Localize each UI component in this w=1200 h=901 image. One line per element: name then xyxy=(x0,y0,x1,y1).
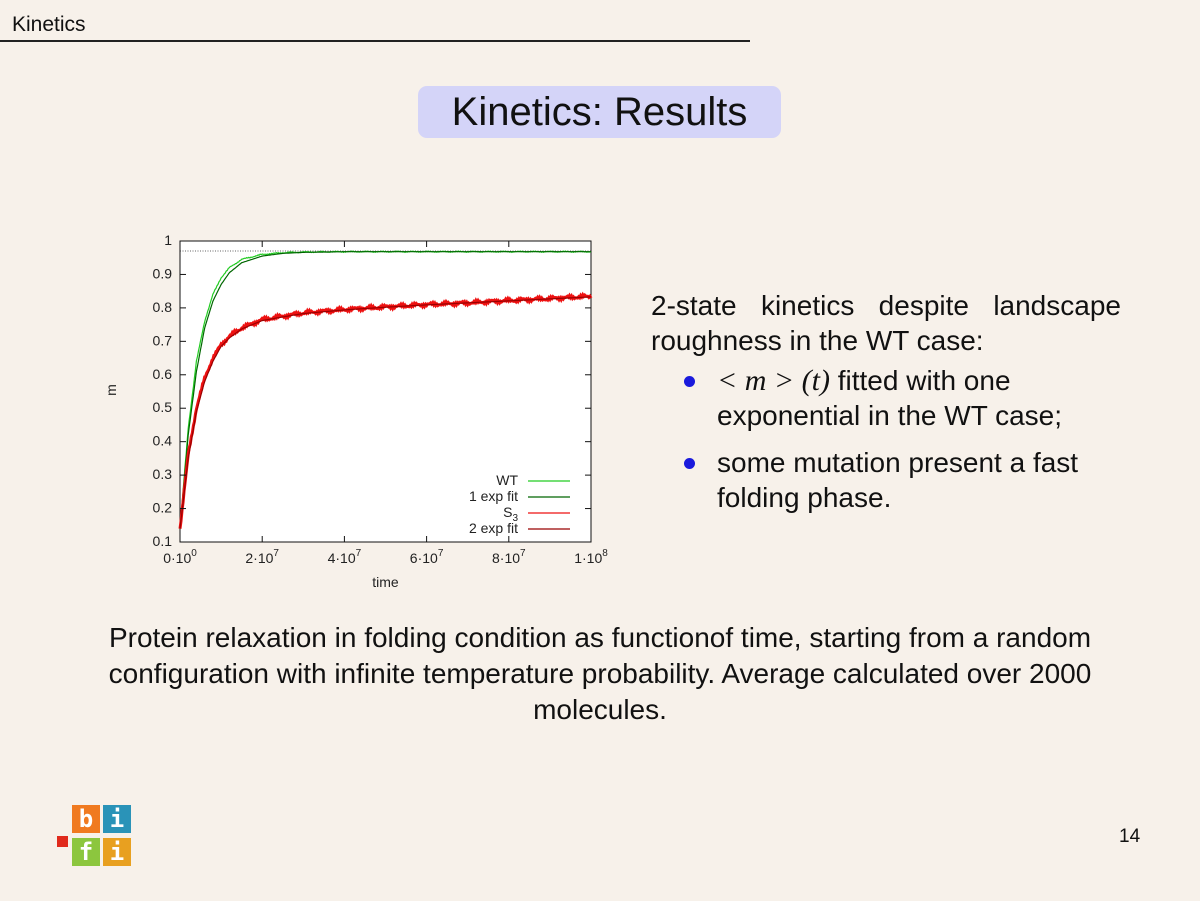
x-tick-label: 4·107 xyxy=(328,548,362,566)
intro-word: kinetics xyxy=(760,290,855,321)
x-tick-exponent: 8 xyxy=(602,548,608,559)
x-tick-mantissa: 0·10 xyxy=(163,550,191,566)
logo-tile: b xyxy=(72,805,100,833)
relaxation-chart: 0.10.20.30.40.50.60.70.80.910·100 2·107 4·… xyxy=(103,232,609,590)
y-tick-label: 0.1 xyxy=(153,533,173,549)
y-tick-label: 1 xyxy=(164,232,172,248)
math-expression: < m > (t) xyxy=(717,364,830,397)
x-tick-mantissa: 2·10 xyxy=(245,550,273,566)
y-tick-label: 0.3 xyxy=(153,466,173,482)
bullet-icon xyxy=(684,458,695,469)
logo-tile: i xyxy=(103,805,131,833)
page-number: 14 xyxy=(1119,826,1141,847)
slide-title: Kinetics: Results xyxy=(418,86,781,138)
header-bar: Kinetics xyxy=(0,0,750,42)
logo-accent-square xyxy=(57,836,68,847)
x-tick-label: 1·108 xyxy=(574,548,608,566)
x-axis-label: time xyxy=(372,574,399,590)
x-tick-label: 0·100 xyxy=(163,548,197,566)
intro-word: despite xyxy=(878,290,969,321)
legend-name: WT xyxy=(496,472,518,488)
y-tick-label: 0.9 xyxy=(153,265,173,281)
series-line-2 xyxy=(179,251,591,529)
x-tick-label: 8·107 xyxy=(492,548,526,566)
legend-name: 1 exp fit xyxy=(469,488,518,504)
y-tick-label: 0.2 xyxy=(153,500,173,516)
logo-tile: f xyxy=(72,838,100,866)
legend-label: 2 exp fit xyxy=(469,520,518,536)
bullet-item: < m > (t) fitted with one exponential in… xyxy=(684,363,1121,433)
y-tick-label: 0.4 xyxy=(153,433,173,449)
bullet-text: fitted with one exponential in the WT ca… xyxy=(717,365,1063,431)
intro-line-2: roughness in the WT case: xyxy=(651,325,984,356)
chart-series-group xyxy=(178,250,593,529)
y-tick-label: 0.7 xyxy=(153,332,173,348)
x-tick-mantissa: 6·10 xyxy=(410,550,438,566)
x-tick-exponent: 0 xyxy=(191,548,197,559)
section-label: Kinetics xyxy=(12,13,86,36)
x-tick-mantissa: 1·10 xyxy=(574,550,602,566)
x-tick-exponent: 7 xyxy=(520,548,526,559)
bullet-icon xyxy=(684,376,695,387)
intro-line-1: 2-state kinetics despite landscape xyxy=(651,288,1121,323)
bullet-item: some mutation present a fast folding pha… xyxy=(684,445,1121,515)
bullet-text: some mutation present a fast folding pha… xyxy=(717,447,1079,513)
x-tick-exponent: 7 xyxy=(273,548,279,559)
series-line-3 xyxy=(178,291,593,529)
x-tick-mantissa: 4·10 xyxy=(328,550,356,566)
legend-name: S xyxy=(503,504,512,520)
figure-caption: Protein relaxation in folding condition … xyxy=(108,622,1092,725)
x-tick-mantissa: 8·10 xyxy=(492,550,520,566)
y-axis-label: m xyxy=(103,384,119,396)
legend-label: 1 exp fit xyxy=(469,488,518,504)
x-tick-exponent: 7 xyxy=(356,548,362,559)
chart-ticks: 0.10.20.30.40.50.60.70.80.910·100 2·107 4·… xyxy=(153,232,609,566)
y-tick-label: 0.5 xyxy=(153,399,173,415)
series-line-4 xyxy=(179,296,591,529)
legend-label: S3 xyxy=(503,504,518,524)
legend-name: 2 exp fit xyxy=(469,520,518,536)
intro-word: 2-state xyxy=(651,290,737,321)
legend-subscript: 3 xyxy=(512,513,518,524)
results-text: 2-state kinetics despite landscape roughnes… xyxy=(651,288,1121,527)
x-tick-exponent: 7 xyxy=(438,548,444,559)
intro-word: landscape xyxy=(993,290,1121,321)
x-tick-label: 2·107 xyxy=(245,548,279,566)
bullet-list: < m > (t) fitted with one exponential in… xyxy=(651,363,1121,515)
x-tick-label: 6·107 xyxy=(410,548,444,566)
legend-label: WT xyxy=(496,472,518,488)
y-tick-label: 0.8 xyxy=(153,299,173,315)
plot-area xyxy=(179,240,592,543)
bifi-logo: b i f i xyxy=(57,805,133,867)
y-tick-label: 0.6 xyxy=(153,366,173,382)
logo-tile: i xyxy=(103,838,131,866)
